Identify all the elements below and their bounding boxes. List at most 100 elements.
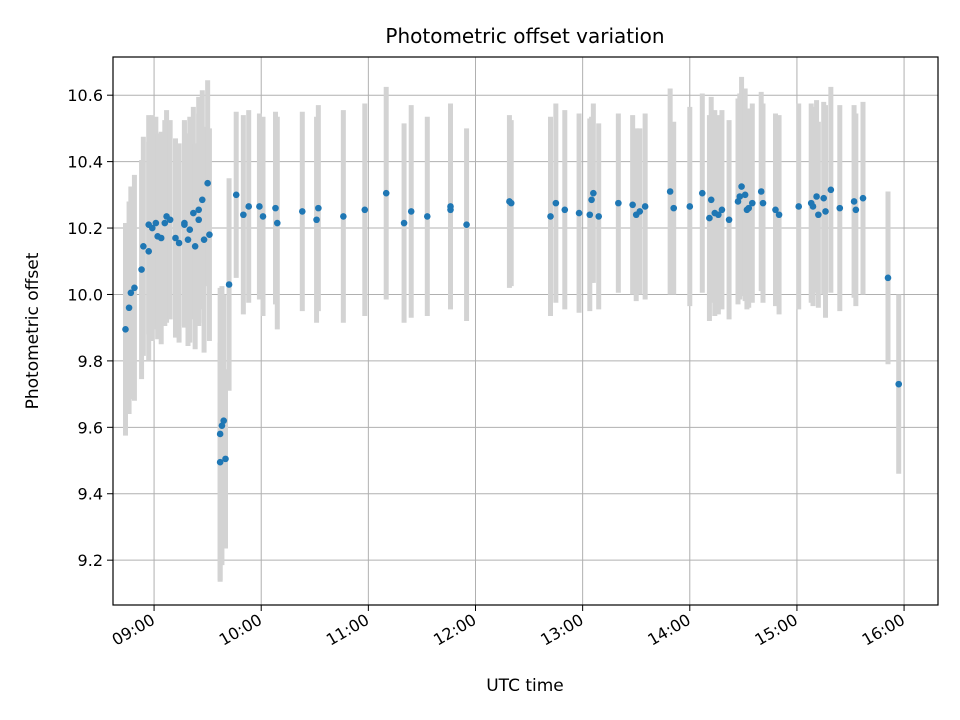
data-point: [745, 204, 753, 212]
data-point: [423, 213, 431, 220]
data-point: [850, 198, 858, 205]
data-point: [400, 219, 408, 227]
data-point: [127, 289, 135, 297]
data-point: [361, 206, 369, 214]
data-point: [232, 191, 240, 199]
data-point: [795, 203, 803, 210]
y-tick-label: 10.6: [67, 86, 103, 105]
data-point: [809, 203, 817, 210]
data-point: [813, 193, 820, 200]
data-point: [741, 191, 749, 199]
data-point: [698, 189, 706, 197]
data-point: [748, 199, 756, 207]
data-point: [216, 430, 224, 438]
data-point: [206, 231, 213, 238]
data-point: [636, 208, 644, 215]
plot-frame: [112, 56, 939, 606]
data-point: [198, 196, 206, 204]
data-point: [382, 189, 390, 197]
y-tick-label: 9.8: [78, 352, 103, 371]
data-point: [852, 206, 860, 214]
data-point: [759, 199, 767, 207]
y-tick-label: 10.2: [67, 219, 103, 238]
data-point: [595, 213, 603, 220]
data-point: [757, 188, 765, 195]
data-point: [447, 203, 454, 210]
data-point: [707, 196, 715, 204]
data-point: [313, 216, 320, 224]
data-point: [240, 211, 247, 219]
data-point: [191, 243, 199, 250]
data-point: [615, 199, 622, 207]
data-point: [718, 206, 726, 214]
data-point: [895, 380, 903, 388]
data-point: [298, 208, 306, 215]
data-point: [815, 211, 822, 219]
data-point: [561, 206, 569, 214]
data-point: [706, 214, 713, 222]
data-point: [588, 196, 595, 204]
data-point: [629, 201, 636, 209]
data-point: [772, 206, 779, 214]
data-point: [641, 203, 649, 210]
data-point: [507, 199, 515, 207]
chart-title: Photometric offset variation: [385, 24, 664, 48]
data-point: [200, 236, 208, 243]
data-point: [463, 221, 470, 229]
data-point: [738, 183, 745, 190]
data-point: [736, 193, 744, 200]
data-point: [195, 206, 203, 214]
data-point: [859, 194, 867, 202]
data-point: [822, 208, 829, 215]
data-point: [131, 284, 138, 292]
data-point: [138, 266, 145, 273]
data-point: [166, 216, 174, 224]
data-point: [836, 204, 844, 212]
data-point: [315, 204, 322, 212]
data-point: [157, 234, 165, 242]
data-points: [122, 179, 903, 466]
data-point: [161, 219, 169, 227]
y-tick-label: 9.6: [78, 418, 103, 437]
data-point: [175, 239, 183, 247]
data-point: [172, 234, 179, 242]
data-point: [216, 458, 224, 466]
data-point: [586, 211, 594, 219]
data-point: [245, 203, 253, 210]
data-point: [775, 211, 783, 219]
y-axis-label: Photometric offset: [23, 252, 43, 409]
data-point: [190, 209, 197, 217]
data-point: [670, 204, 678, 212]
data-point: [590, 189, 597, 197]
data-point: [259, 213, 267, 220]
y-tick-label: 9.4: [78, 485, 103, 504]
data-point: [148, 224, 156, 232]
data-point: [884, 274, 892, 282]
data-point: [820, 194, 828, 202]
data-point: [666, 188, 674, 195]
data-point: [220, 417, 228, 424]
data-point: [827, 186, 835, 194]
data-point: [273, 219, 281, 227]
data-point: [686, 203, 694, 210]
data-point: [222, 455, 229, 463]
data-point: [547, 213, 554, 220]
data-point: [204, 179, 211, 187]
data-point: [272, 204, 279, 212]
data-point: [195, 216, 203, 224]
data-point: [715, 211, 722, 219]
data-point: [340, 213, 347, 220]
y-tick-label: 10.0: [67, 285, 103, 304]
data-point: [256, 203, 263, 210]
data-point: [125, 304, 133, 312]
data-point: [725, 216, 733, 224]
data-point: [145, 247, 153, 255]
x-axis-label: UTC time: [486, 676, 564, 696]
y-tick-label: 10.4: [67, 153, 103, 172]
grid: [113, 57, 938, 605]
data-point: [122, 326, 129, 333]
data-point: [552, 199, 560, 207]
data-point: [186, 226, 194, 234]
data-point: [181, 219, 188, 227]
